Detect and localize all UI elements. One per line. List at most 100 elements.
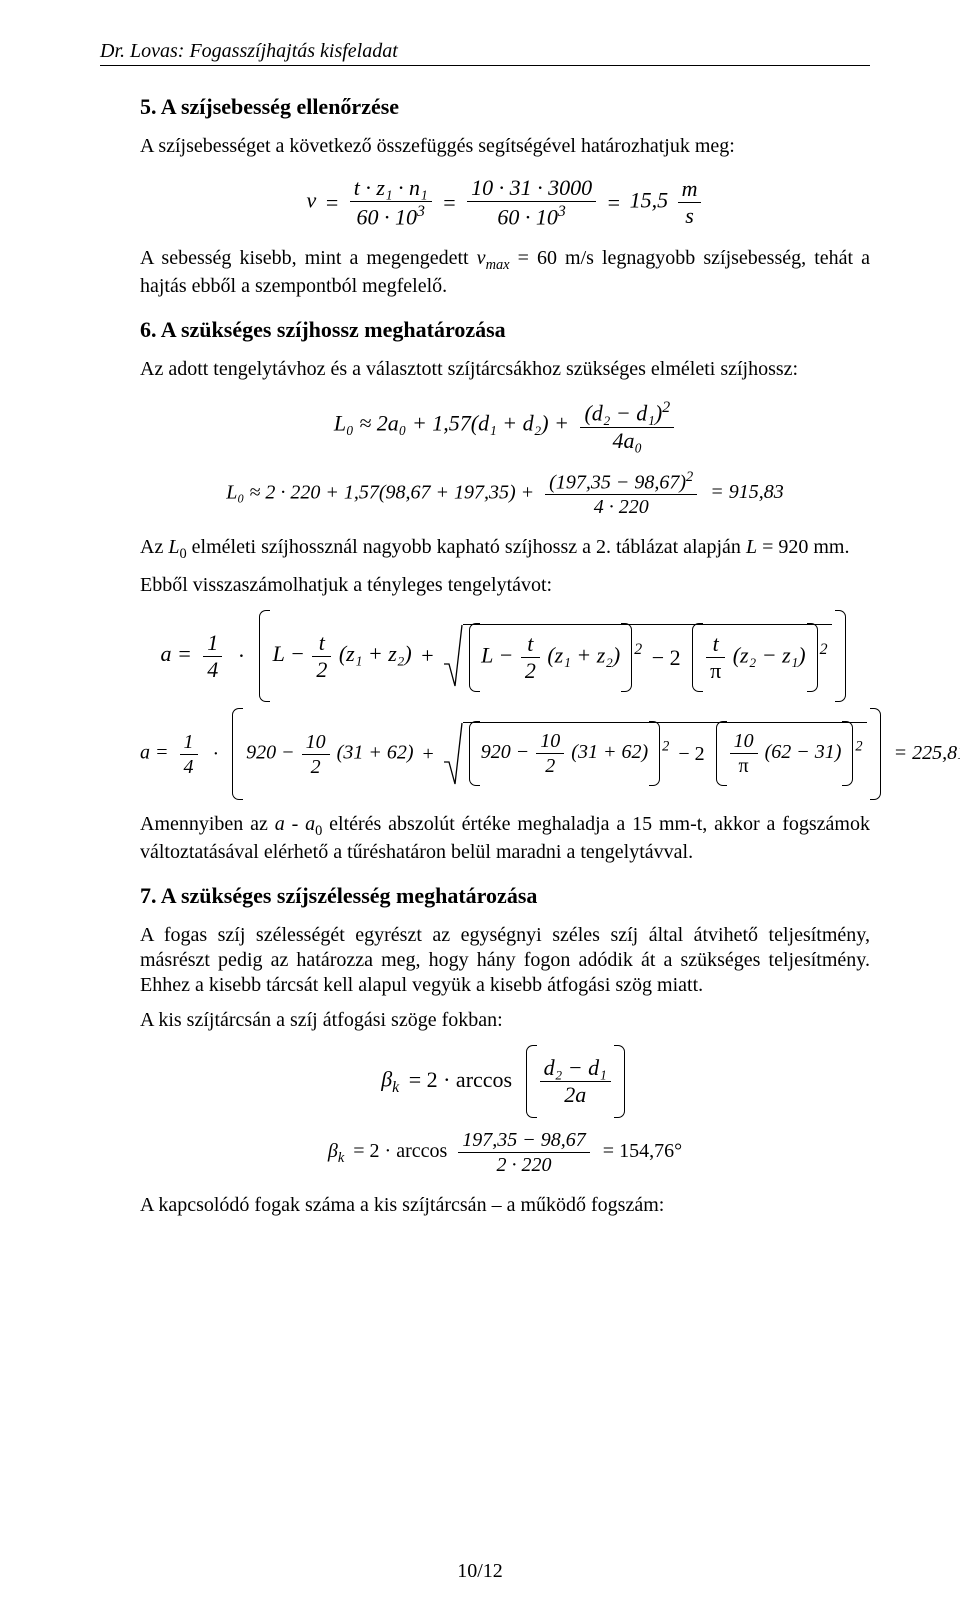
eq3-sqrt: L − t 2 (z₁ + z₂) 2 − 2 t π xyxy=(443,624,831,688)
eq4-termB-fden: 2 xyxy=(536,754,564,776)
s6-a1-L0: L xyxy=(168,536,179,558)
eq-L0-numeric: L₀ ≈ 2 · 220 + 1,57(98,67 + 197,35) + (1… xyxy=(140,470,870,518)
s5-after-v: v xyxy=(477,247,486,269)
s5-after-vmax-sub: max xyxy=(486,257,510,273)
section-7-para2: A kis szíjtárcsán a szíj átfogási szöge … xyxy=(140,1008,870,1033)
eq3-coef: 1 4 xyxy=(201,632,224,681)
eq3-termB-fnum: t xyxy=(521,633,540,658)
eq-L0-fnum: (d₂ − d₁) xyxy=(584,401,662,426)
eq-betan-mid: = 2 · arccos xyxy=(353,1140,447,1162)
radical-icon xyxy=(443,722,463,786)
eq4-termC-paren: 10 π (62 − 31) xyxy=(726,727,844,780)
eq-v-f1-num: t · z₁ · n₁ xyxy=(354,175,428,200)
eq-a-symbolic: a = 1 4 · L − t 2 (z₁ + z₂) + xyxy=(140,616,870,696)
eq-v-frac1: t · z₁ · n₁ 60 · 103 xyxy=(348,177,434,228)
eq-betan-fnum: 197,35 − 98,67 xyxy=(458,1130,590,1153)
s6-a1-L0-sub: 0 xyxy=(179,546,186,562)
eq4-minus: − 2 xyxy=(674,744,708,764)
eq4-termA-fnum: 10 xyxy=(302,732,330,755)
eq-beta-lhs-sub: k xyxy=(392,1079,399,1096)
eq4-sqrt: 920 − 10 2 (31 + 62) 2 − 2 10 π xyxy=(443,722,867,786)
eq-betan-fden: 2 · 220 xyxy=(458,1153,590,1175)
eq3-coef-den: 4 xyxy=(203,657,222,681)
section-5-title: 5. A szíjsebesség ellenőrzése xyxy=(140,94,870,120)
section-7-after: A kapcsolódó fogak száma a kis szíjtárcs… xyxy=(140,1193,870,1218)
eq-v-lhs: v xyxy=(307,188,317,213)
content-area: 5. A szíjsebesség ellenőrzése A szíjsebe… xyxy=(100,94,870,1218)
eq3-termC-fden: π xyxy=(706,658,725,682)
eq-beta-frac: d₂ − d₁ 2a xyxy=(538,1057,613,1106)
eq-betan-frac: 197,35 − 98,67 2 · 220 xyxy=(456,1130,592,1175)
eq3-termB-L: L − xyxy=(481,643,513,668)
eq-belt-speed: v = t · z₁ · n₁ 60 · 103 = 10 · 31 · 300… xyxy=(140,177,870,228)
eq4-coef-den: 4 xyxy=(180,755,198,777)
eq3-termA-fden: 2 xyxy=(312,657,331,681)
eq-v-f1-den-sup: 3 xyxy=(417,203,425,220)
eq-beta-lhs: β xyxy=(381,1067,392,1092)
eq3-termB-frac: t 2 xyxy=(519,633,542,682)
eq4-bigparen: 920 − 10 2 (31 + 62) + 920 − 10 xyxy=(242,714,870,794)
eq3-plus: + xyxy=(417,645,437,667)
eq4-termC-fnum: 10 xyxy=(730,731,758,754)
section-5-intro: A szíjsebességet a következő összefüggés… xyxy=(140,134,870,159)
eq4-termC-fden: π xyxy=(730,754,758,776)
eq-v-frac2: 10 · 31 · 3000 60 · 103 xyxy=(465,177,598,228)
eq4-termB-L: 920 − xyxy=(481,741,530,763)
eq4-termB-fnum: 10 xyxy=(536,731,564,754)
eq3-termB-sup: 2 xyxy=(634,642,642,659)
section-6-title: 6. A szükséges szíjhossz meghatározása xyxy=(140,317,870,343)
s6-a3-a: Amennyiben az xyxy=(140,813,275,835)
eq-beta-paren: d₂ − d₁ 2a xyxy=(536,1051,615,1112)
eq-L0n-fnum: (197,35 − 98,67) xyxy=(549,471,686,493)
s6-a1-c: = 920 mm. xyxy=(757,536,849,558)
eq-beta-symbolic: βk = 2 · arccos d₂ − d₁ 2a xyxy=(140,1051,870,1112)
eq-L0n-frac: (197,35 − 98,67)2 4 · 220 xyxy=(543,470,699,518)
eq4-termB-sup: 2 xyxy=(662,739,669,755)
eq-beta-fnum: d₂ − d₁ xyxy=(540,1057,611,1082)
s6-a1-b: elméleti szíjhossznál nagyobb kapható sz… xyxy=(187,536,746,558)
eq3-coef-num: 1 xyxy=(203,632,222,657)
eq-L0-lhs: L₀ ≈ 2a₀ + 1,57(d₁ + d₂) + xyxy=(334,411,569,436)
eq3-termA-fnum: t xyxy=(312,632,331,657)
eq3-termA-par: (z₁ + z₂) xyxy=(339,641,412,666)
eq-L0-fden: 4a₀ xyxy=(580,428,674,452)
eq4-coef-num: 1 xyxy=(180,732,198,755)
radical-icon xyxy=(443,624,463,688)
eq3-a: a = xyxy=(160,641,191,666)
section-7-title: 7. A szükséges szíjszélesség meghatározá… xyxy=(140,883,870,909)
eq3-termC-sup: 2 xyxy=(820,642,828,659)
eq-L0n-fnum-sup: 2 xyxy=(686,469,693,485)
eq4-plus: + xyxy=(419,744,438,764)
eq4-termB-paren: 920 − 10 2 (31 + 62) xyxy=(479,727,650,780)
eq-L0-symbolic: L₀ ≈ 2a₀ + 1,57(d₁ + d₂) + (d₂ − d₁)2 4a… xyxy=(140,400,870,451)
eq-beta-mid: = 2 · arccos xyxy=(409,1067,512,1092)
section-5-after: A sebesség kisebb, mint a megengedett vm… xyxy=(140,246,870,299)
s6-a3-aa: a - a xyxy=(275,813,315,835)
eq-beta-fden: 2a xyxy=(540,1082,611,1106)
eq3-termB-fden: 2 xyxy=(521,658,540,682)
page-footer: 10/12 xyxy=(0,1560,960,1583)
eq4-radicand: 920 − 10 2 (31 + 62) 2 − 2 10 π xyxy=(463,722,867,786)
eq-L0n-fden: 4 · 220 xyxy=(545,495,697,517)
eq-v-f1-den: 60 · 10 xyxy=(357,204,418,229)
eq4-termA-par: (31 + 62) xyxy=(337,742,414,764)
eq-L0-frac: (d₂ − d₁)2 4a₀ xyxy=(578,400,676,451)
eq-a-numeric: a = 1 4 · 920 − 10 2 (31 + 62) + xyxy=(140,714,870,794)
running-header: Dr. Lovas: Fogasszíjhajtás kisfeladat xyxy=(100,40,870,66)
eq3-termC-fnum: t xyxy=(706,633,725,658)
s5-after-a: A sebesség kisebb, mint a megengedett xyxy=(140,247,477,269)
eq-v-unit: m s xyxy=(676,178,704,227)
eq3-radicand: L − t 2 (z₁ + z₂) 2 − 2 t π xyxy=(463,624,831,688)
section-6-intro: Az adott tengelytávhoz és a választott s… xyxy=(140,357,870,382)
eq-v-f2-den-sup: 3 xyxy=(558,203,566,220)
eq-v-result: 15,5 xyxy=(630,188,669,213)
eq3-termB-par: (z₁ + z₂) xyxy=(547,643,620,668)
eq4-cdot: · xyxy=(209,744,224,764)
eq-L0-fnum-sup: 2 xyxy=(662,399,670,416)
eq-v-unit-num: m xyxy=(678,178,702,203)
section-6-after3: Amennyiben az a - a0 eltérés abszolút ér… xyxy=(140,812,870,865)
eq-eq-sign: = xyxy=(322,192,342,214)
eq4-a: a = xyxy=(140,742,169,764)
eq-betan-lhs: β xyxy=(328,1140,338,1162)
eq-beta-numeric: βk = 2 · arccos 197,35 − 98,67 2 · 220 =… xyxy=(140,1130,870,1175)
